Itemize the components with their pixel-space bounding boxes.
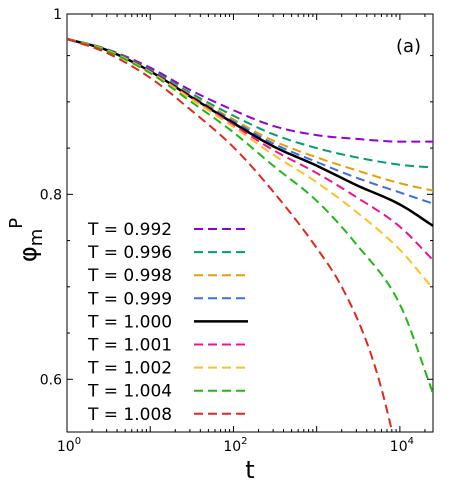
- legend-label-5: T = 1.001: [87, 336, 172, 356]
- ticks-layer: 0.6 0.8 1 100 102 104: [40, 7, 433, 455]
- series-line-5: [67, 38, 433, 261]
- x-tick-label-0: 100: [57, 436, 81, 455]
- series-line-4: [67, 37, 433, 227]
- legend-label-2: T = 0.998: [87, 266, 172, 286]
- legend: T = 0.992 T = 0.996 T = 0.998 T = 0.999 T = …: [87, 220, 248, 425]
- y-tick-label-0: 0.6: [40, 372, 62, 388]
- series-line-7: [67, 38, 433, 394]
- series-line-8: [67, 38, 393, 431]
- legend-label-6: T = 1.002: [87, 359, 172, 379]
- legend-label-8: T = 1.008: [87, 405, 172, 425]
- legend-label-0: T = 0.992: [87, 220, 172, 240]
- legend-label-3: T = 0.999: [87, 289, 172, 309]
- x-tick-label-1: 102: [223, 436, 247, 455]
- panel-label: (a): [396, 36, 421, 57]
- x-tick-label-2: 104: [390, 436, 414, 455]
- plot-frame: [66, 13, 434, 433]
- series-line-6: [67, 38, 433, 290]
- y-tick-label-1: 0.8: [40, 187, 62, 203]
- series-line-2: [67, 38, 433, 192]
- x-axis-label: t: [245, 456, 254, 480]
- legend-label-4: T = 1.000: [87, 312, 172, 332]
- legend-label-7: T = 1.004: [87, 382, 172, 402]
- series-layer: [67, 37, 433, 431]
- y-axis-label-main: φ: [14, 246, 42, 262]
- series-line-3: [67, 38, 433, 205]
- y-tick-label-2: 1: [53, 7, 62, 23]
- y-axis-label: φmP: [6, 218, 47, 262]
- y-axis-label-sub: m: [26, 229, 47, 247]
- svg-text:φmP: φmP: [6, 218, 47, 262]
- y-axis-label-sup: P: [6, 218, 27, 229]
- legend-label-1: T = 0.996: [87, 243, 172, 263]
